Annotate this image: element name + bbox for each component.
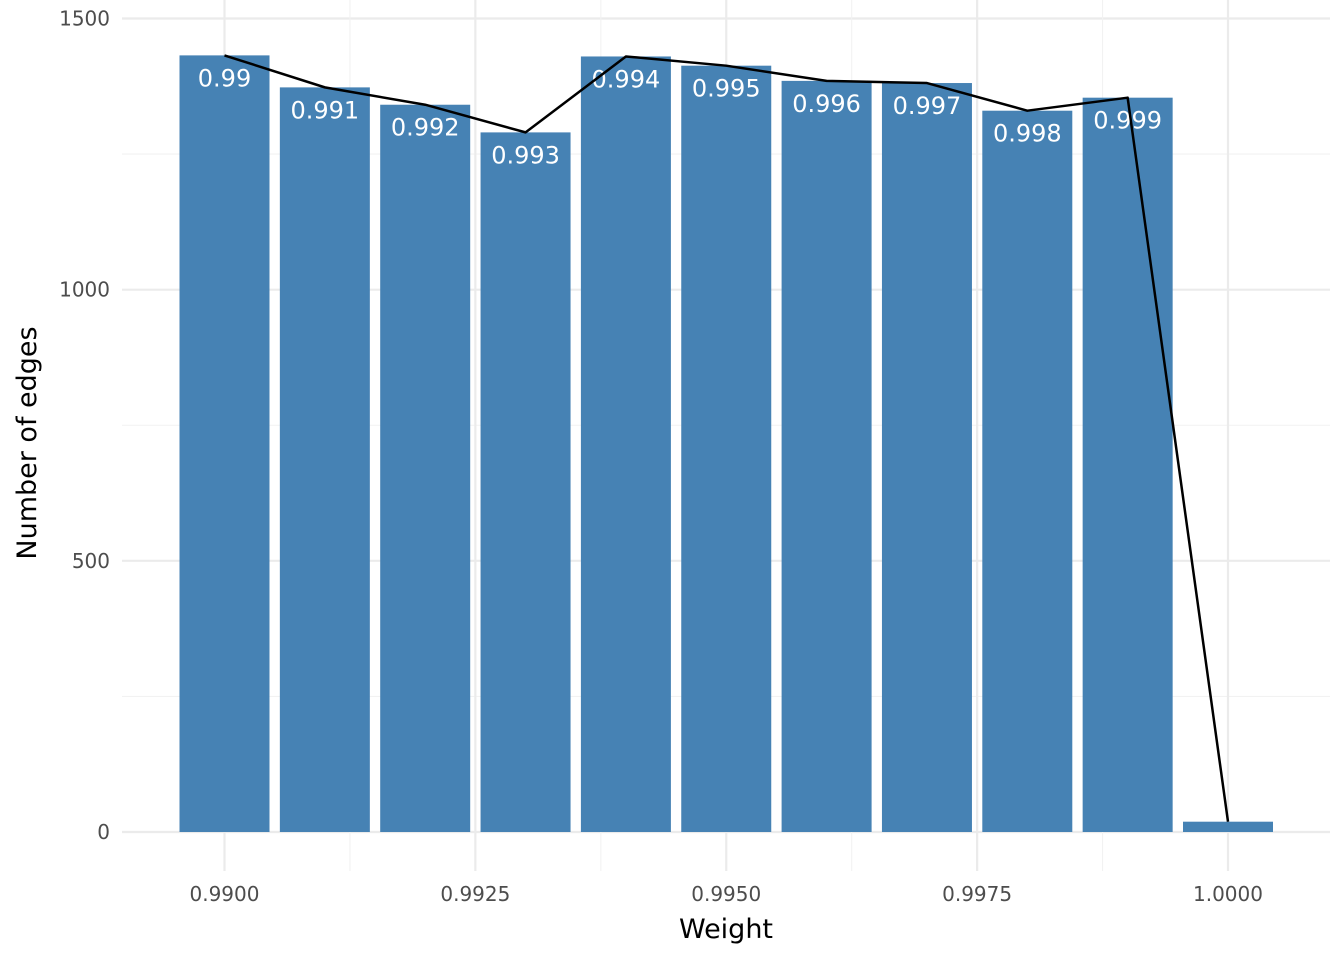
bar [982,110,1073,833]
bar [480,132,571,832]
y-tick-label: 0 [97,820,110,844]
bar-value-label: 0.995 [692,75,761,103]
trend-line [224,54,1230,822]
x-axis-ticks: 0.9900 0.9925 0.9950 0.9975 1.0000 [190,882,1263,906]
bar-value-label: 0.999 [1093,107,1162,135]
y-axis-ticks: 0 500 1000 1500 [59,7,110,845]
line-series [224,54,1230,822]
x-tick-label: 0.9950 [691,882,761,906]
x-tick-label: 1.0000 [1193,882,1263,906]
bar [781,80,872,832]
bar [279,87,370,832]
x-tick-label: 0.9975 [942,882,1012,906]
bar-value-label: 0.994 [592,65,661,93]
bar [380,104,471,832]
y-tick-label: 1500 [59,7,110,31]
bar [681,65,772,833]
bar-labels: 0.99 0.991 0.992 0.993 0.994 0.995 0.996 0.997 0… [198,64,1162,169]
bar-value-label: 0.99 [198,64,251,92]
bar-value-label: 0.997 [893,92,962,120]
bar-value-label: 0.996 [792,90,861,118]
bars [179,55,1273,833]
bar [580,56,671,833]
bar [1082,97,1173,832]
bar-value-label: 0.993 [491,141,560,169]
y-tick-label: 1000 [59,278,110,302]
bar-value-label: 0.992 [391,114,460,142]
bar [1183,821,1273,832]
x-tick-label: 0.9900 [190,882,260,906]
bar [881,83,972,833]
y-tick-label: 500 [72,549,110,573]
x-axis-title: Weight [679,914,773,945]
bar-value-label: 0.991 [290,96,359,124]
bar-value-label: 0.998 [993,120,1062,148]
x-tick-label: 0.9925 [440,882,510,906]
y-axis-title: Number of edges [12,326,43,559]
bar [179,55,270,833]
